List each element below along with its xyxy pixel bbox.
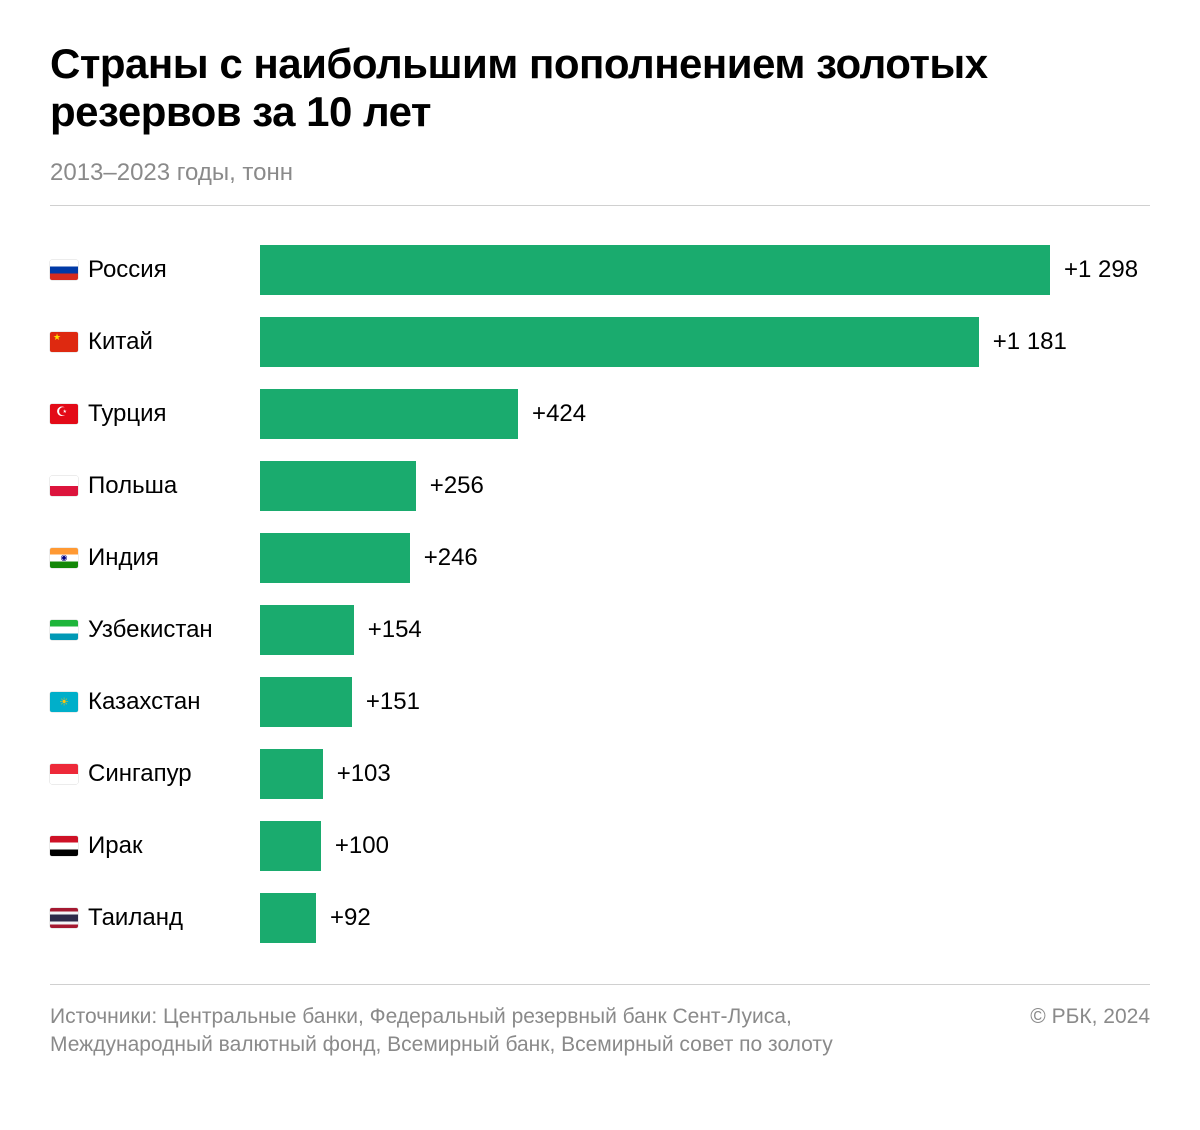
country-label: Китай [50,328,260,356]
country-name: Индия [88,544,159,572]
flag-icon [50,692,78,712]
country-name: Ирак [88,832,142,860]
country-name: Казахстан [88,688,200,716]
country-name: Турция [88,400,167,428]
chart-footer: Источники: Центральные банки, Федеральны… [50,984,1150,1060]
country-label: Россия [50,256,260,284]
country-label: Индия [50,544,260,572]
country-name: Узбекистан [88,616,213,644]
chart-row: Китай +1 181 [50,306,1150,378]
chart-row: Узбекистан +154 [50,594,1150,666]
country-label: Узбекистан [50,616,260,644]
chart-subtitle: 2013–2023 годы, тонн [50,159,1150,187]
country-label: Ирак [50,832,260,860]
flag-icon [50,404,78,424]
bar-container: +424 [260,389,1150,439]
bar-container: +256 [260,461,1150,511]
chart-row: Сингапур +103 [50,738,1150,810]
chart-row: Казахстан +151 [50,666,1150,738]
country-label: Польша [50,472,260,500]
bar-chart: Россия +1 298 Китай +1 181 Турция +424 Польша +… [50,234,1150,954]
bar-value: +100 [335,832,389,860]
chart-row: Турция +424 [50,378,1150,450]
bar [260,749,323,799]
bar-container: +1 298 [260,245,1150,295]
chart-row: Польша +256 [50,450,1150,522]
bar [260,245,1050,295]
flag-icon [50,476,78,496]
bar [260,461,416,511]
bar [260,677,352,727]
bar-value: +103 [337,760,391,788]
bar [260,821,321,871]
country-label: Казахстан [50,688,260,716]
chart-row: Индия +246 [50,522,1150,594]
country-label: Турция [50,400,260,428]
country-name: Россия [88,256,167,284]
chart-row: Таиланд +92 [50,882,1150,954]
country-name: Польша [88,472,177,500]
flag-icon [50,332,78,352]
top-divider [50,205,1150,206]
bar-value: +256 [430,472,484,500]
bar-value: +92 [330,904,371,932]
bar-value: +151 [366,688,420,716]
bar-container: +154 [260,605,1150,655]
bar-value: +154 [368,616,422,644]
bar-container: +92 [260,893,1150,943]
country-name: Таиланд [88,904,183,932]
bar-container: +103 [260,749,1150,799]
bar [260,893,316,943]
flag-icon [50,260,78,280]
flag-icon [50,764,78,784]
bar-value: +1 181 [993,328,1067,356]
country-name: Китай [88,328,153,356]
bar-container: +1 181 [260,317,1150,367]
chart-title: Страны с наибольшим пополнением золотых … [50,40,1150,137]
flag-icon [50,836,78,856]
chart-row: Ирак +100 [50,810,1150,882]
bar [260,605,354,655]
bar-value: +246 [424,544,478,572]
flag-icon [50,620,78,640]
country-name: Сингапур [88,760,192,788]
country-label: Таиланд [50,904,260,932]
bar [260,389,518,439]
flag-icon [50,548,78,568]
bar-container: +100 [260,821,1150,871]
country-label: Сингапур [50,760,260,788]
chart-row: Россия +1 298 [50,234,1150,306]
sources-text: Источники: Центральные банки, Федеральны… [50,1003,870,1060]
flag-icon [50,908,78,928]
credit-text: © РБК, 2024 [1030,1003,1150,1031]
bar-value: +424 [532,400,586,428]
bar-container: +151 [260,677,1150,727]
bar [260,533,410,583]
bar-container: +246 [260,533,1150,583]
bar-value: +1 298 [1064,256,1138,284]
bar [260,317,979,367]
